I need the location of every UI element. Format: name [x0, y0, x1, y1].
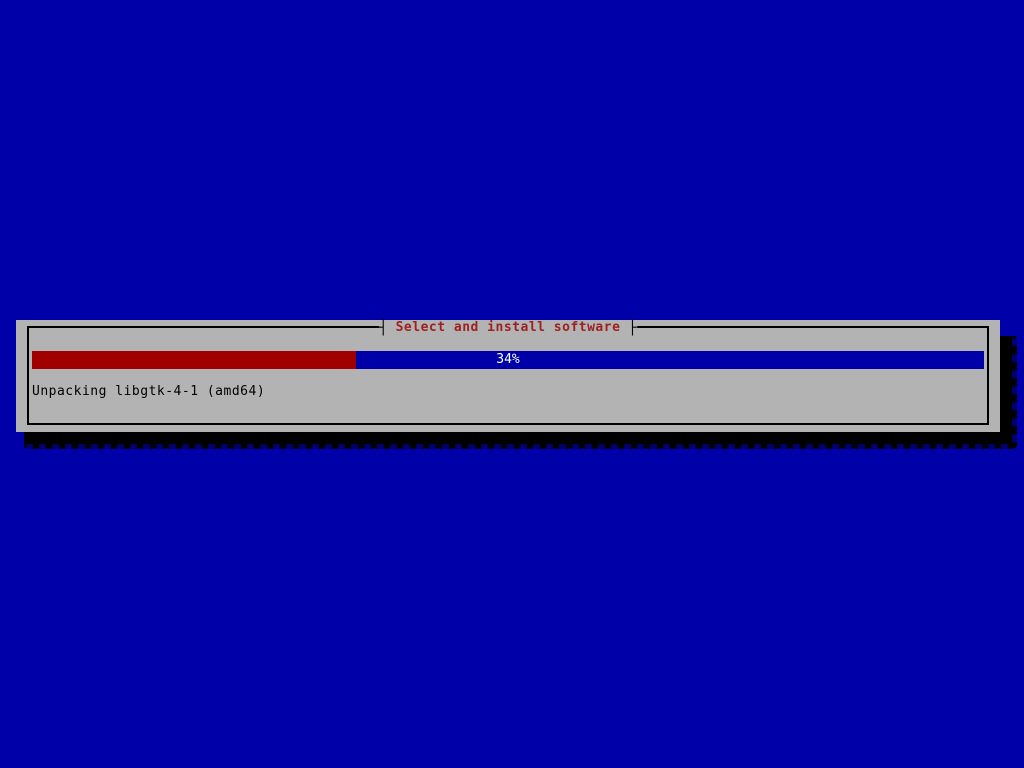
title-right-tick: ├: [628, 320, 637, 336]
install-progress-dialog: ┤ Select and install software ├ 34% Unpack…: [16, 320, 1000, 432]
progress-fill: [32, 351, 356, 369]
dialog-title: ┤ Select and install software ├: [379, 320, 637, 336]
progress-percent-label: 34%: [496, 352, 520, 367]
title-left-tick: ┤: [379, 320, 388, 336]
dialog-title-text: Select and install software: [395, 320, 621, 335]
progress-bar: 34%: [32, 351, 984, 369]
status-text: Unpacking libgtk-4-1 (amd64): [32, 384, 266, 399]
dialog-border: [27, 326, 989, 425]
